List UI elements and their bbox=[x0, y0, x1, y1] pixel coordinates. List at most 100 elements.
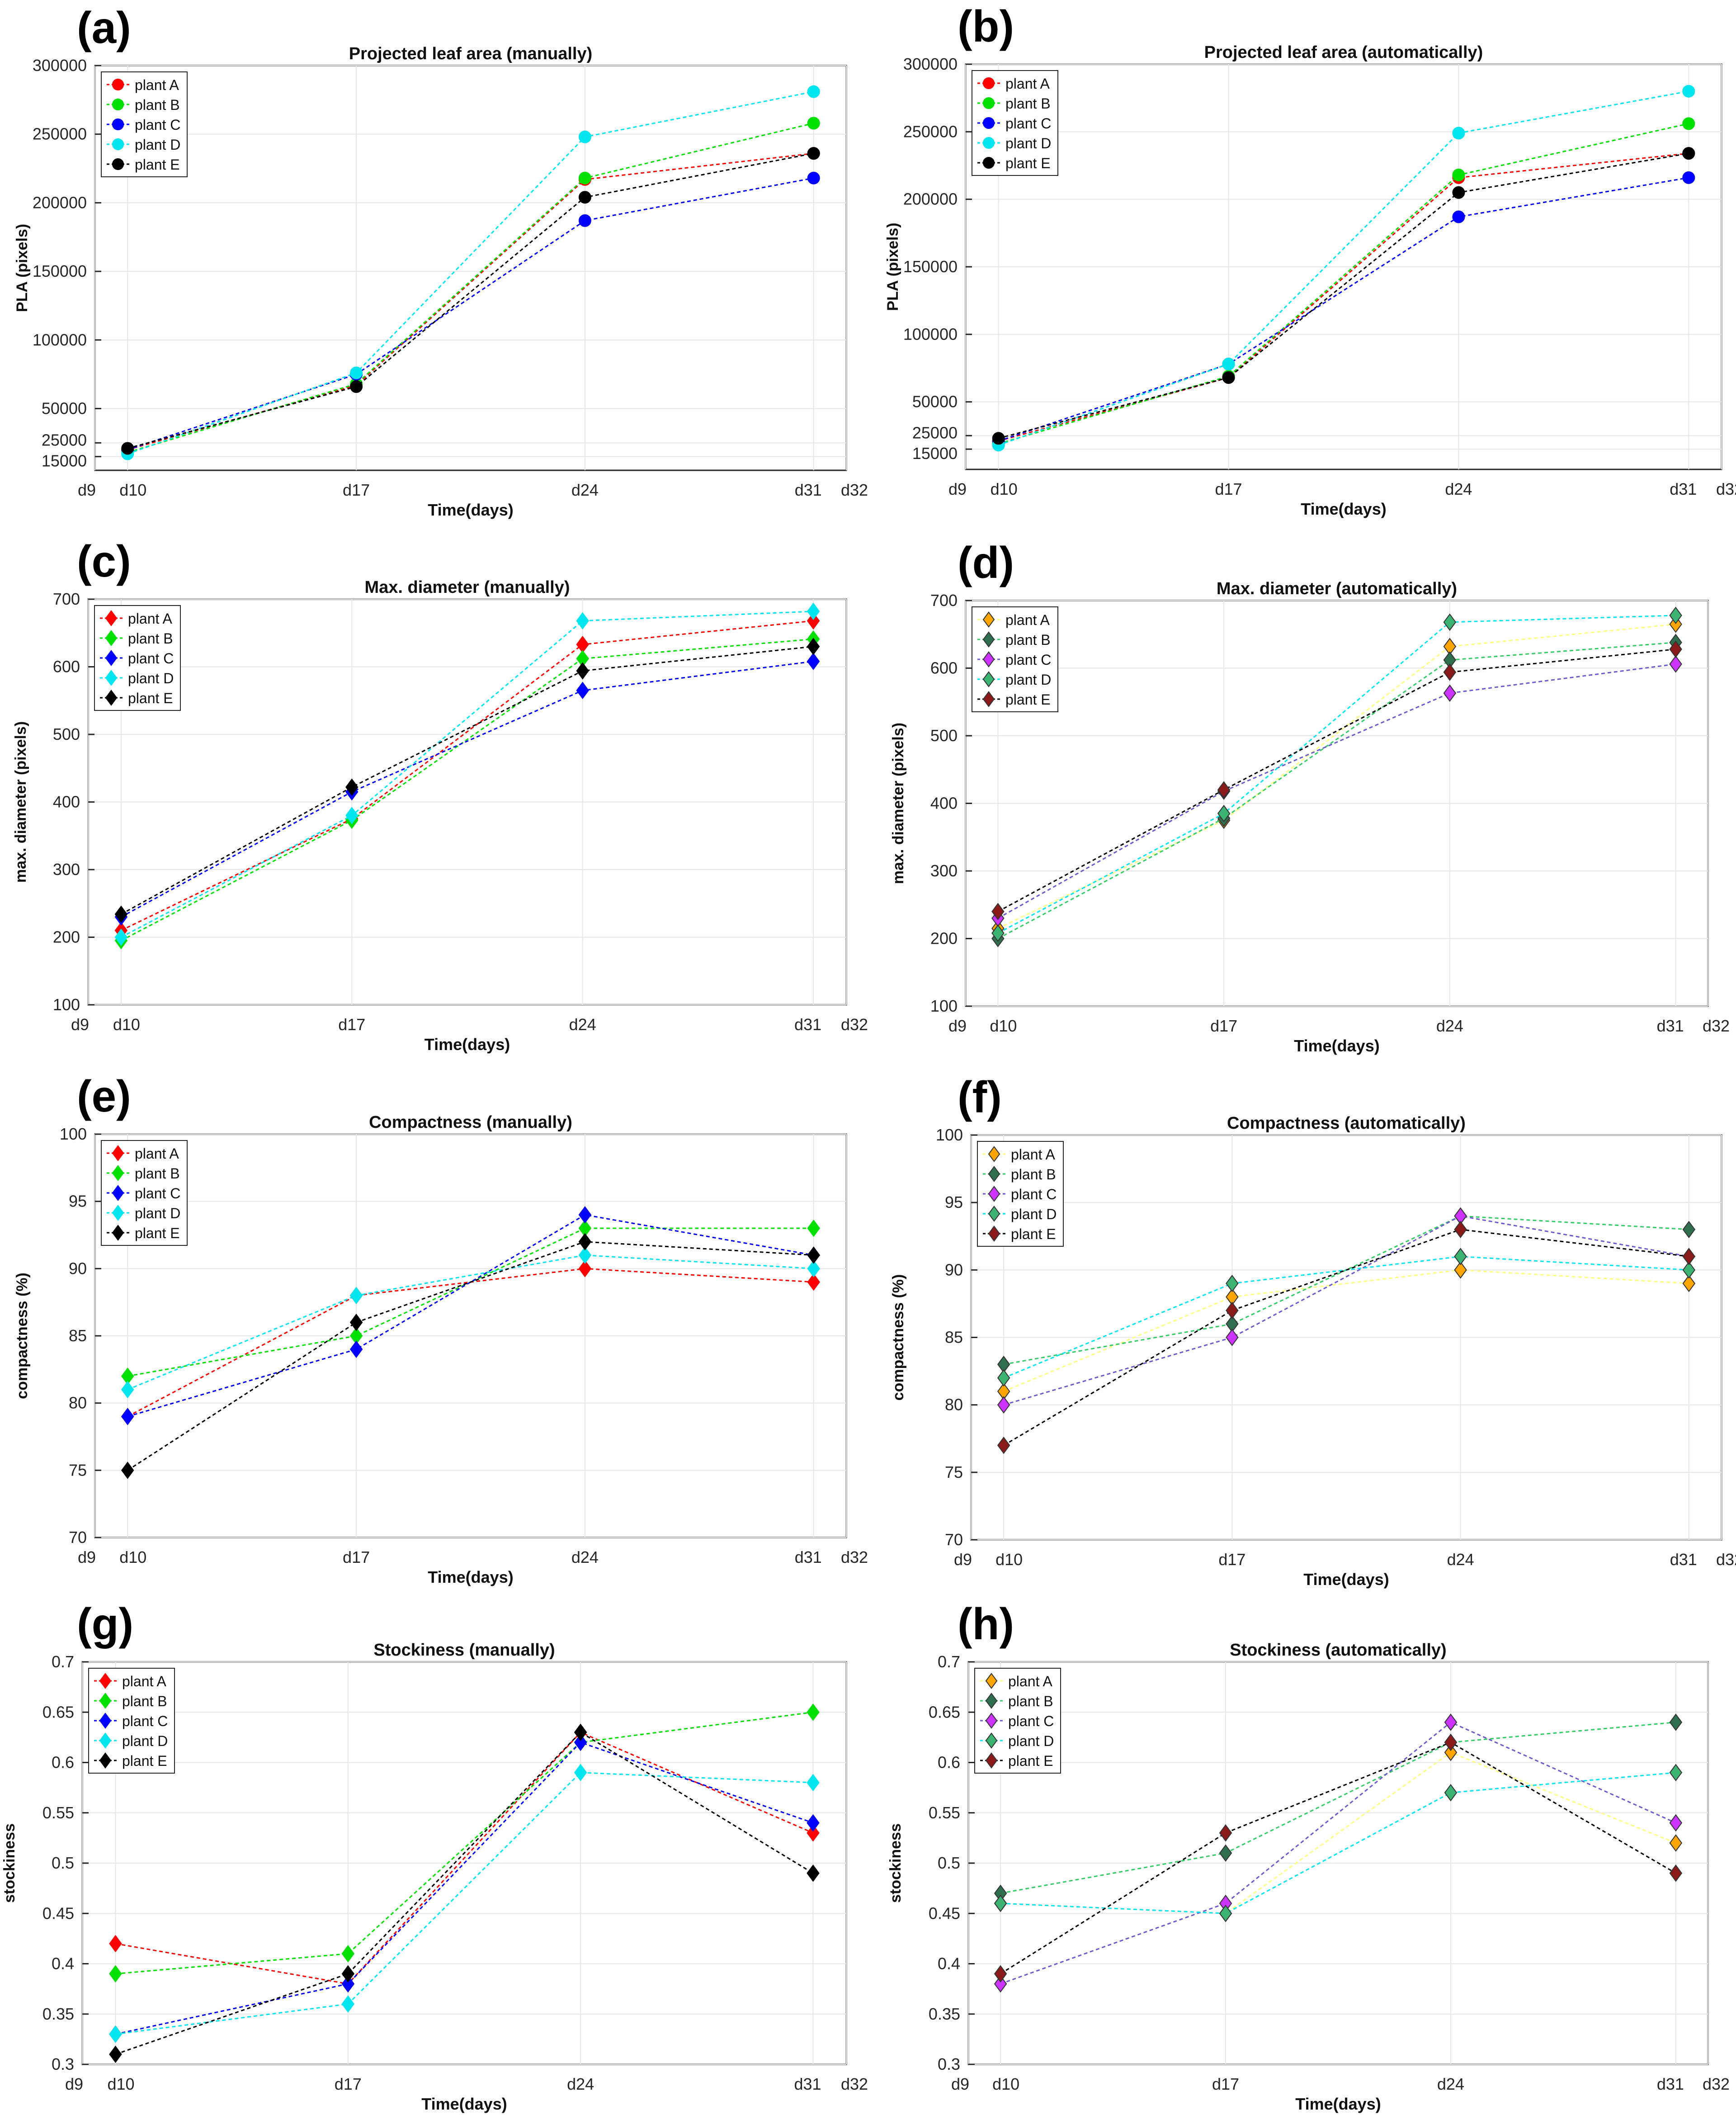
data-point bbox=[992, 432, 1005, 445]
y-tick-label: 0.4 bbox=[938, 1954, 960, 1973]
series-line bbox=[121, 661, 814, 918]
x-axis-label: Time(days) bbox=[1303, 1570, 1389, 1589]
x-tick-label: d32 bbox=[1703, 2075, 1730, 2093]
x-tick-label: d17 bbox=[1215, 480, 1242, 498]
legend-entry: plant E bbox=[135, 156, 180, 173]
panel-label: (g) bbox=[77, 1599, 133, 1649]
y-axis-label: PLA (pixels) bbox=[884, 222, 901, 311]
data-point bbox=[112, 158, 124, 170]
y-tick-label: 250000 bbox=[33, 125, 87, 143]
legend-entry: plant E bbox=[1005, 155, 1051, 171]
data-point bbox=[105, 650, 118, 666]
data-point bbox=[985, 1732, 998, 1749]
y-tick-label: 0.45 bbox=[929, 1904, 960, 1922]
legend-entry: plant D bbox=[135, 1205, 180, 1221]
data-point bbox=[985, 1673, 998, 1689]
legend: plant A plant B plant C plant D plant E bbox=[977, 1141, 1064, 1247]
data-point bbox=[1682, 1261, 1696, 1279]
series-line bbox=[115, 1711, 813, 1975]
data-point bbox=[997, 1369, 1010, 1387]
chart-panel-b: d9 d10 d17 d24 d31 d32 15000 25000 50000 100000 15… bbox=[884, 1, 1736, 518]
chart-title: Projected leaf area (manually) bbox=[349, 44, 593, 63]
legend-entry: plant A bbox=[135, 1145, 179, 1162]
data-point bbox=[1443, 613, 1457, 631]
y-tick-label: 0.3 bbox=[52, 2055, 74, 2073]
data-point bbox=[807, 1774, 820, 1792]
legend-entry: plant C bbox=[1005, 115, 1051, 132]
series-line bbox=[997, 648, 1676, 913]
y-tick-label: 95 bbox=[945, 1193, 963, 1211]
data-point bbox=[1682, 1274, 1696, 1292]
y-tick-label: 0.3 bbox=[938, 2055, 960, 2073]
legend-entry: plant E bbox=[1011, 1226, 1056, 1242]
y-tick-label: 50000 bbox=[912, 393, 958, 411]
data-point bbox=[807, 85, 820, 98]
legend-entry: plant B bbox=[135, 1165, 180, 1182]
y-tick-label: 100000 bbox=[903, 325, 958, 343]
data-point bbox=[983, 117, 995, 129]
legend-entry: plant C bbox=[1005, 652, 1051, 668]
x-tick-label: d32 bbox=[1703, 1017, 1730, 1035]
data-point bbox=[1226, 1329, 1239, 1346]
y-tick-label: 600 bbox=[930, 659, 958, 677]
y-tick-label: 0.55 bbox=[929, 1803, 960, 1822]
plot-frame bbox=[94, 65, 847, 471]
series-line bbox=[997, 663, 1676, 919]
data-point bbox=[1444, 1784, 1458, 1802]
data-point bbox=[982, 671, 995, 687]
x-axis-label: Time(days) bbox=[1295, 2095, 1381, 2113]
x-tick-label: d17 bbox=[1210, 1017, 1237, 1035]
data-point bbox=[1682, 85, 1695, 98]
legend: plant A plant B plant C plant D plant E bbox=[94, 605, 181, 711]
y-axis-label: PLA (pixels) bbox=[14, 224, 31, 312]
chart-panel-e: d9 d10 d17 d24 d31 d32 70 75 80 85 90 95 100 Compactn… bbox=[14, 1071, 868, 1586]
legend-entry: plant E bbox=[128, 690, 173, 706]
data-point bbox=[1682, 1221, 1696, 1239]
x-tick-label: d9 bbox=[78, 481, 96, 499]
data-point bbox=[994, 1975, 1007, 1993]
legend-entry: plant D bbox=[1005, 135, 1051, 151]
legend: plant A plant B plant C plant D plant E bbox=[88, 1668, 175, 1774]
y-tick-label: 300 bbox=[930, 861, 958, 880]
y-tick-label: 200000 bbox=[33, 193, 87, 212]
y-tick-label: 700 bbox=[930, 591, 958, 610]
x-tick-label: d32 bbox=[841, 1015, 868, 1034]
y-tick-label: 200 bbox=[930, 929, 958, 948]
series-line bbox=[115, 1731, 814, 2055]
data-point bbox=[1669, 655, 1682, 673]
panel-label: (a) bbox=[77, 3, 131, 52]
series-line bbox=[1003, 1229, 1689, 1446]
panel-label: (h) bbox=[958, 1599, 1014, 1649]
legend-entry: plant B bbox=[122, 1693, 167, 1709]
legend-entry: plant E bbox=[1008, 1753, 1053, 1769]
x-tick-label: d32 bbox=[841, 1548, 868, 1566]
x-axis-label: Time(days) bbox=[1294, 1036, 1379, 1055]
series-line bbox=[127, 122, 814, 453]
series-line bbox=[998, 177, 1689, 442]
data-point bbox=[350, 380, 363, 393]
series-line bbox=[127, 152, 814, 450]
y-tick-label: 100 bbox=[936, 1126, 963, 1144]
x-tick-label: d32 bbox=[1716, 1550, 1736, 1569]
series-line bbox=[121, 646, 814, 915]
data-point bbox=[807, 147, 820, 160]
series-plant-E bbox=[991, 640, 1682, 920]
y-tick-label: 90 bbox=[945, 1260, 963, 1279]
series-plant-B bbox=[121, 1219, 820, 1385]
data-point bbox=[1444, 1733, 1458, 1751]
y-tick-label: 80 bbox=[945, 1396, 963, 1414]
data-point bbox=[985, 1752, 998, 1769]
series-plant-D bbox=[121, 1246, 820, 1399]
data-point bbox=[112, 99, 124, 110]
x-tick-label: d24 bbox=[571, 481, 599, 499]
series-line bbox=[1003, 1215, 1689, 1406]
data-point bbox=[99, 1713, 112, 1729]
chart-title: Projected leaf area (automatically) bbox=[1204, 43, 1483, 62]
data-point bbox=[1669, 1713, 1683, 1731]
data-point bbox=[807, 1246, 820, 1264]
legend: plant A plant B plant C plant D plant E bbox=[974, 1668, 1061, 1774]
chart-title: Max. diameter (manually) bbox=[364, 578, 570, 597]
series-line bbox=[121, 638, 814, 942]
series-plant-E bbox=[121, 147, 820, 455]
series-line bbox=[127, 1241, 814, 1471]
